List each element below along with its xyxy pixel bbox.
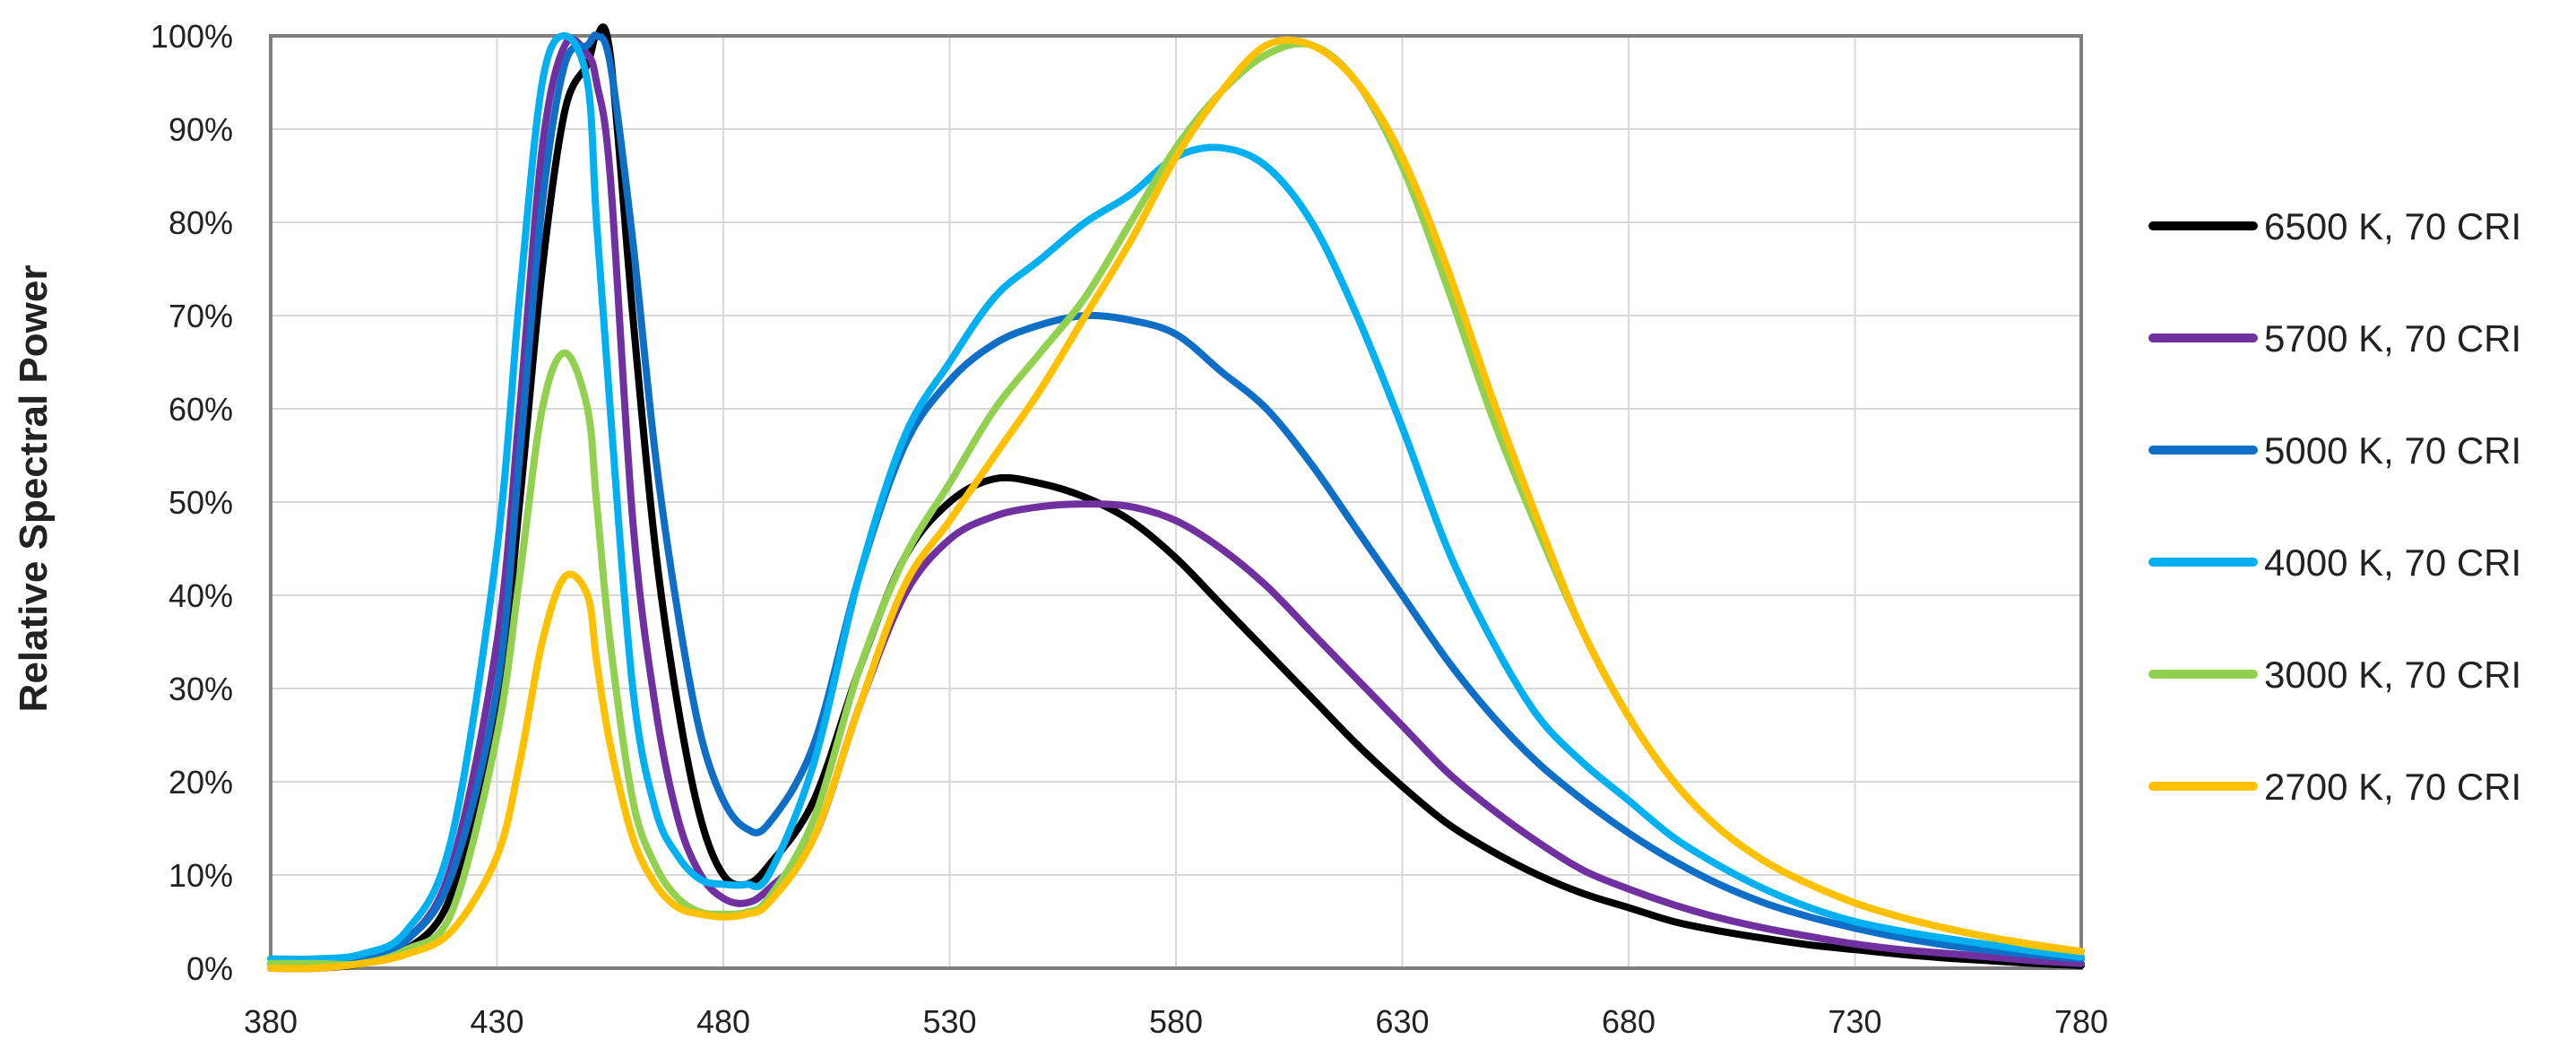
legend-entry-label: 5000 K, 70 CRI bbox=[2264, 429, 2521, 472]
y-tick-label: 60% bbox=[169, 391, 233, 428]
x-tick-label: 580 bbox=[1149, 1003, 1203, 1040]
y-tick-label: 0% bbox=[186, 950, 233, 987]
legend: 6500 K, 70 CRI 5700 K, 70 CRI 5000 K, 70 C… bbox=[2148, 205, 2521, 808]
gridlines bbox=[271, 36, 2081, 968]
x-axis-tick-labels: 380 430 480 530 580 630 680 730 780 bbox=[244, 1003, 2108, 1040]
y-tick-label: 90% bbox=[169, 111, 233, 148]
legend-entry-label: 6500 K, 70 CRI bbox=[2264, 205, 2521, 247]
y-axis-label: Relative Spectral Power bbox=[12, 265, 56, 713]
y-tick-label: 40% bbox=[169, 577, 233, 614]
plot-area-frame bbox=[269, 34, 2083, 970]
x-tick-label: 380 bbox=[244, 1003, 298, 1040]
legend-entry-label: 3000 K, 70 CRI bbox=[2264, 654, 2521, 696]
y-axis-tick-labels: 0% 10% 20% 30% 40% 50% 60% 70% 80% 90% 100% bbox=[151, 18, 233, 987]
y-tick-label: 100% bbox=[151, 18, 233, 55]
series-line bbox=[267, 36, 2085, 973]
x-tick-label: 730 bbox=[1828, 1003, 1881, 1040]
y-tick-label: 50% bbox=[169, 484, 233, 521]
y-tick-label: 10% bbox=[169, 857, 233, 894]
legend-entry-label: 5700 K, 70 CRI bbox=[2264, 317, 2521, 359]
series-lines bbox=[267, 23, 2085, 973]
x-tick-label: 680 bbox=[1602, 1003, 1655, 1040]
x-tick-label: 530 bbox=[922, 1003, 976, 1040]
x-tick-label: 780 bbox=[2054, 1003, 2108, 1040]
y-tick-label: 20% bbox=[169, 764, 233, 801]
legend-entry-label: 2700 K, 70 CRI bbox=[2264, 766, 2521, 808]
series-line bbox=[267, 32, 2085, 963]
x-tick-label: 630 bbox=[1375, 1003, 1429, 1040]
y-tick-label: 70% bbox=[169, 298, 233, 334]
x-tick-label: 480 bbox=[696, 1003, 750, 1040]
legend-entry-label: 4000 K, 70 CRI bbox=[2264, 541, 2521, 584]
x-tick-label: 430 bbox=[470, 1003, 523, 1040]
y-tick-label: 30% bbox=[169, 671, 233, 707]
y-tick-label: 80% bbox=[169, 204, 233, 241]
